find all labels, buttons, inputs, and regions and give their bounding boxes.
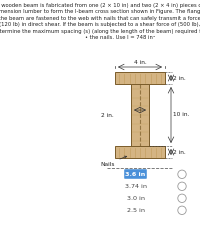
Text: 3.74 in: 3.74 in bbox=[125, 184, 147, 189]
Text: 2 in.: 2 in. bbox=[173, 150, 186, 155]
Text: 10 in.: 10 in. bbox=[173, 113, 189, 118]
Text: Nails: Nails bbox=[100, 156, 127, 166]
Bar bbox=[115, 146, 165, 158]
Text: 3.6 in: 3.6 in bbox=[125, 172, 146, 177]
Text: A wooden beam is fabricated from one (2 × 10 in) and two (2 × 4 in) pieces of
di: A wooden beam is fabricated from one (2 … bbox=[0, 3, 200, 40]
Bar bbox=[131, 84, 149, 146]
Text: 3.0 in: 3.0 in bbox=[127, 196, 145, 201]
Text: 2 in.: 2 in. bbox=[101, 113, 114, 118]
Bar bbox=[115, 72, 165, 84]
Text: 2 in.: 2 in. bbox=[173, 76, 186, 81]
Text: 4 in.: 4 in. bbox=[134, 60, 146, 65]
FancyBboxPatch shape bbox=[124, 169, 147, 179]
Text: 2.5 in: 2.5 in bbox=[127, 208, 145, 213]
